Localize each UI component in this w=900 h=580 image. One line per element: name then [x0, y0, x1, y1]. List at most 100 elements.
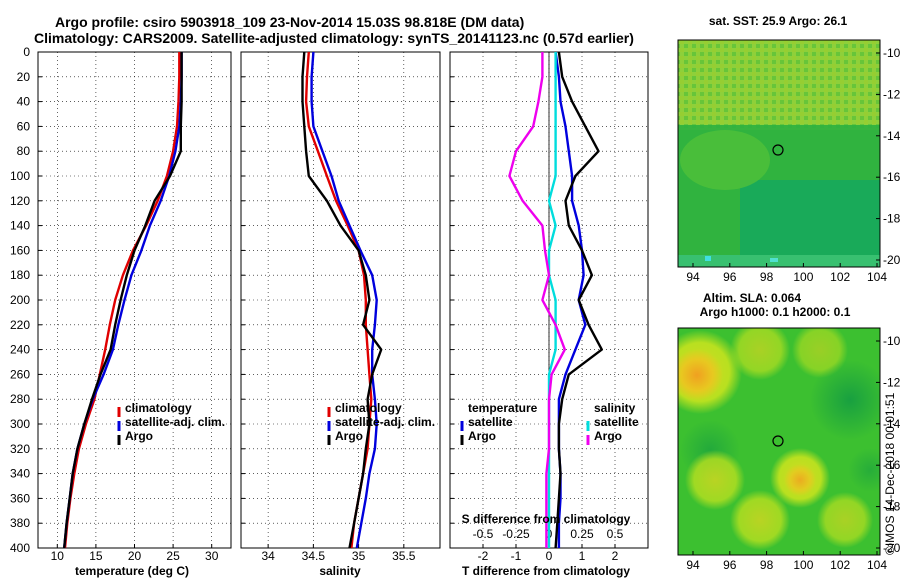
- lon-tick-label: 96: [723, 558, 737, 572]
- lon-tick-label: 98: [760, 558, 774, 572]
- depth-tick-label: 260: [10, 367, 30, 381]
- legend-salinity-title: salinity: [594, 401, 636, 415]
- series-line-s-satellite: [547, 52, 557, 548]
- lat-tick-label: -16: [883, 458, 900, 472]
- legend-climatology: climatology: [335, 401, 402, 415]
- sst-map-title: sat. SST: 25.9 Argo: 26.1: [709, 14, 848, 28]
- s-difference-axis-label: S difference from climatology: [462, 512, 631, 526]
- temperature-legend: climatology satellite-adj. clim. Argo: [117, 401, 225, 445]
- legend-temperature-title: temperature: [468, 401, 538, 415]
- salinity-legend: climatology satellite-adj. clim. Argo: [327, 401, 435, 445]
- temperature-chart: 10 15 20 25 30: [37, 51, 232, 563]
- lon-tick-label: 100: [793, 558, 813, 572]
- lat-tick-label: -14: [883, 129, 900, 143]
- lat-tick-label: -12: [883, 375, 900, 389]
- sst-map-axes: 94 96 98 100 102 104 -10 -12 -14 -16 -18 -20: [686, 46, 900, 284]
- series-line-satellite-adj-clim-: [310, 51, 378, 549]
- depth-tick-label: 80: [17, 144, 31, 158]
- t-difference-axis-label: T difference from climatology: [462, 564, 630, 578]
- lat-tick-label: -10: [883, 334, 900, 348]
- x-tick-label: -1: [511, 549, 522, 563]
- depth-tick-label: 360: [10, 491, 30, 505]
- x-tick-label: 15: [89, 549, 103, 563]
- series-line-t-argo: [554, 51, 603, 549]
- temperature-axis-label: temperature (deg C): [75, 564, 189, 578]
- depth-tick-label: 160: [10, 243, 30, 257]
- series-line-climatology: [63, 52, 181, 549]
- depth-tick-label: 340: [10, 467, 30, 481]
- sla-argo-location: [772, 435, 784, 447]
- s-tick-label: 0.25: [570, 527, 594, 541]
- depth-tick-label: 180: [10, 268, 30, 282]
- lon-tick-label: 100: [793, 270, 813, 284]
- legend-argo: Argo: [335, 429, 363, 443]
- x-tick-label: -2: [478, 549, 489, 563]
- depth-tick-label: 280: [10, 392, 30, 406]
- lon-tick-label: 94: [686, 270, 700, 284]
- lat-tick-label: -20: [883, 541, 900, 555]
- x-tick-label: 30: [205, 549, 219, 563]
- sla-map-title1: Altim. SLA: 0.064: [703, 291, 801, 305]
- sst-argo-location: [772, 144, 784, 156]
- series-line-argo: [301, 51, 383, 549]
- x-tick-label: 34: [261, 549, 275, 563]
- lon-tick-label: 96: [723, 270, 737, 284]
- lon-tick-label: 102: [830, 270, 850, 284]
- legend-satellite-adj: satellite-adj. clim.: [335, 415, 435, 429]
- s-tick-label: -0.5: [473, 527, 494, 541]
- lat-tick-label: -16: [883, 170, 900, 184]
- lat-tick-label: -20: [883, 253, 900, 267]
- s-tick-label: -0.25: [502, 527, 530, 541]
- depth-tick-label: 200: [10, 293, 30, 307]
- lat-tick-label: -12: [883, 87, 900, 101]
- depth-tick-label: 100: [10, 169, 30, 183]
- sla-map-title2: Argo h1000: 0.1 h2000: 0.1: [700, 305, 851, 319]
- depth-tick-label: 300: [10, 417, 30, 431]
- legend-s-satellite: satellite: [594, 415, 639, 429]
- difference-chart: -2 -1 0 1 2-0.5 -0.25 0 0.25 0.5: [449, 51, 649, 563]
- depth-tick-label: 40: [17, 95, 31, 109]
- plot-frame: [240, 51, 441, 549]
- salinity-chart: 34 34.5 35 35.5: [240, 51, 441, 563]
- figure-title-line2: Climatology: CARS2009. Satellite-adjuste…: [34, 30, 634, 46]
- lon-tick-label: 98: [760, 270, 774, 284]
- x-tick-label: 2: [612, 549, 619, 563]
- x-tick-label: 25: [166, 549, 180, 563]
- salinity-axis-label: salinity: [319, 564, 361, 578]
- lon-tick-label: 94: [686, 558, 700, 572]
- sla-map-axes: 94 96 98 100 102 104 -10 -12 -14 -16 -18 -20: [686, 334, 900, 572]
- x-tick-label: 0: [546, 549, 553, 563]
- lon-tick-label: 104: [867, 270, 887, 284]
- x-tick-label: 10: [51, 549, 65, 563]
- lat-tick-label: -18: [883, 500, 900, 514]
- x-tick-label: 20: [128, 549, 142, 563]
- legend-s-argo: Argo: [594, 429, 622, 443]
- series-line-s-argo: [508, 52, 566, 548]
- depth-tick-label: 380: [10, 516, 30, 530]
- legend-t-argo: Argo: [468, 429, 496, 443]
- legend-t-satellite: satellite: [468, 415, 513, 429]
- lat-tick-label: -10: [883, 46, 900, 60]
- difference-legend: temperature satellite Argo salinity sate…: [460, 401, 639, 445]
- depth-tick-label: 220: [10, 318, 30, 332]
- s-tick-label: 0.5: [607, 527, 624, 541]
- lat-tick-label: -14: [883, 417, 900, 431]
- x-tick-label: 1: [579, 549, 586, 563]
- depth-tick-label: 240: [10, 343, 30, 357]
- depth-tick-label: 320: [10, 442, 30, 456]
- x-tick-label: 34.5: [302, 549, 326, 563]
- depth-tick-label: 400: [10, 541, 30, 555]
- legend-climatology: climatology: [125, 401, 192, 415]
- lon-tick-label: 102: [830, 558, 850, 572]
- depth-axis: 0 20 40 60 80 100 120 140 160 180 200 220 240 260 280 3…: [10, 45, 30, 555]
- figure-title-line1: Argo profile: csiro 5903918_109 23-Nov-2…: [55, 14, 524, 30]
- x-tick-label: 35.5: [392, 549, 416, 563]
- depth-tick-label: 60: [17, 119, 31, 133]
- imos-watermark: ©IMOS 14-Dec-2018 00:01:51: [883, 392, 897, 555]
- depth-tick-label: 20: [17, 70, 31, 84]
- depth-tick-label: 120: [10, 194, 30, 208]
- depth-tick-label: 140: [10, 219, 30, 233]
- sst-map-image: [678, 40, 880, 267]
- legend-argo: Argo: [125, 429, 153, 443]
